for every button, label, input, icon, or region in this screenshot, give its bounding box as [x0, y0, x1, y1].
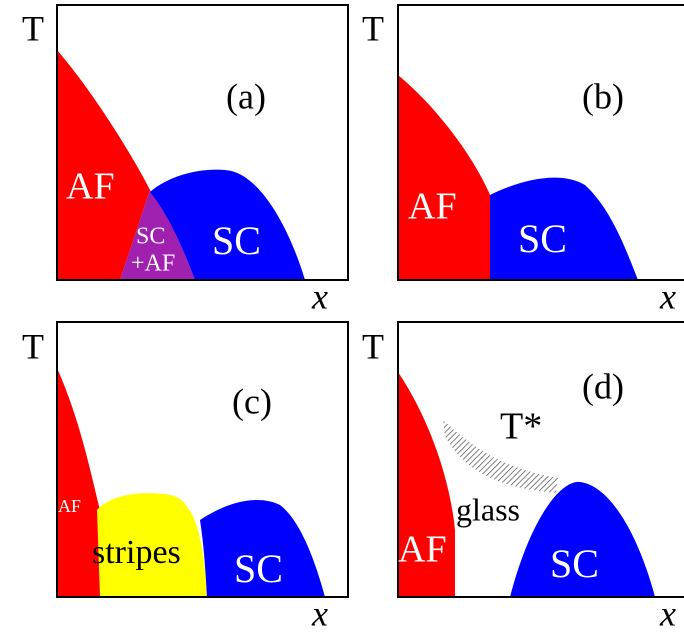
x-axis-label: x	[659, 593, 676, 633]
panel-label: (a)	[226, 76, 266, 116]
t-axis-label: T	[362, 8, 384, 48]
af-region	[57, 50, 150, 280]
sc-region	[200, 500, 325, 597]
t-axis-label: T	[22, 8, 44, 48]
panel-c: T x (c) AF stripes SC	[22, 321, 349, 633]
af-region	[398, 75, 490, 280]
region-label: +AF	[131, 251, 175, 277]
frame	[56, 4, 349, 281]
region-label: SC	[212, 218, 261, 263]
panel-label: (c)	[232, 381, 272, 421]
x-axis-label: x	[311, 593, 328, 633]
sc-region	[150, 169, 305, 280]
frame	[56, 321, 349, 598]
panel-b: T x (b) AF SC	[362, 4, 684, 316]
region-label: AF	[398, 529, 447, 571]
af-region	[57, 368, 100, 597]
frame	[397, 321, 684, 598]
frame	[397, 4, 684, 281]
region-label: glass	[456, 491, 520, 527]
x-axis-label: x	[659, 276, 676, 316]
region-label: SC	[518, 216, 567, 261]
region-label: AF	[408, 186, 457, 228]
sc-region	[490, 177, 638, 280]
region-label: stripes	[92, 534, 181, 571]
region-label: AF	[58, 496, 81, 516]
region-label: T*	[500, 406, 542, 448]
region-label: SC	[136, 224, 165, 250]
af-region	[398, 372, 455, 597]
pseudogap-band	[443, 420, 558, 493]
region-label: AF	[66, 166, 115, 208]
sc-region	[510, 481, 655, 597]
panel-label: (b)	[582, 76, 624, 116]
t-axis-label: T	[362, 326, 384, 366]
t-axis-label: T	[22, 326, 44, 366]
region-label: SC	[234, 546, 283, 591]
panel-d: T x (d) T* glass AF SC	[362, 321, 684, 633]
panel-label: (d)	[582, 366, 624, 406]
mixed-region	[120, 190, 195, 280]
stripes-region	[97, 493, 207, 597]
region-label: SC	[550, 541, 599, 586]
panel-a: T x (a) AF SC +AF SC	[22, 4, 349, 316]
x-axis-label: x	[311, 276, 328, 316]
